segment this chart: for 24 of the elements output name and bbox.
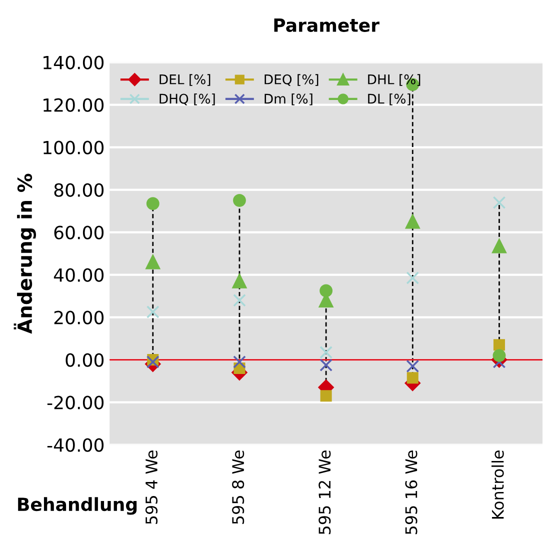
y-tick-label: 40.00	[54, 268, 104, 282]
legend-label: Dm [%]	[264, 94, 312, 106]
legend-label: DHQ [%]	[160, 94, 215, 106]
y-tick-label: 80.00	[54, 183, 104, 197]
y-tick-label: 100.00	[44, 140, 104, 154]
legend-label: DL [%]	[368, 94, 410, 106]
x-tick-label: Kontrolle	[492, 450, 504, 519]
y-tick-label: 0.00	[66, 353, 104, 367]
y-tick-label: -20.00	[47, 396, 104, 410]
legend-label: DEL [%]	[160, 74, 210, 86]
legend-label: DHL [%]	[368, 74, 420, 86]
x-tick-label: 595 8 We	[232, 450, 244, 524]
x-axis-title: Behandlung	[18, 497, 137, 515]
x-tick-label: 595 16 We	[405, 450, 418, 534]
legend-label: DEQ [%]	[264, 74, 318, 86]
x-tick-label: 595 12 We	[318, 450, 331, 534]
y-tick-label: 140.00	[44, 56, 104, 70]
x-tick-label: 595 4 We	[145, 450, 158, 524]
y-tick-label: -40.00	[47, 438, 104, 452]
chart-title: Parameter	[274, 18, 380, 32]
y-axis-title: Änderung in %	[14, 174, 36, 334]
y-tick-label: 20.00	[54, 310, 104, 324]
y-tick-label: 60.00	[54, 226, 104, 240]
y-tick-label: 120.00	[44, 98, 104, 112]
